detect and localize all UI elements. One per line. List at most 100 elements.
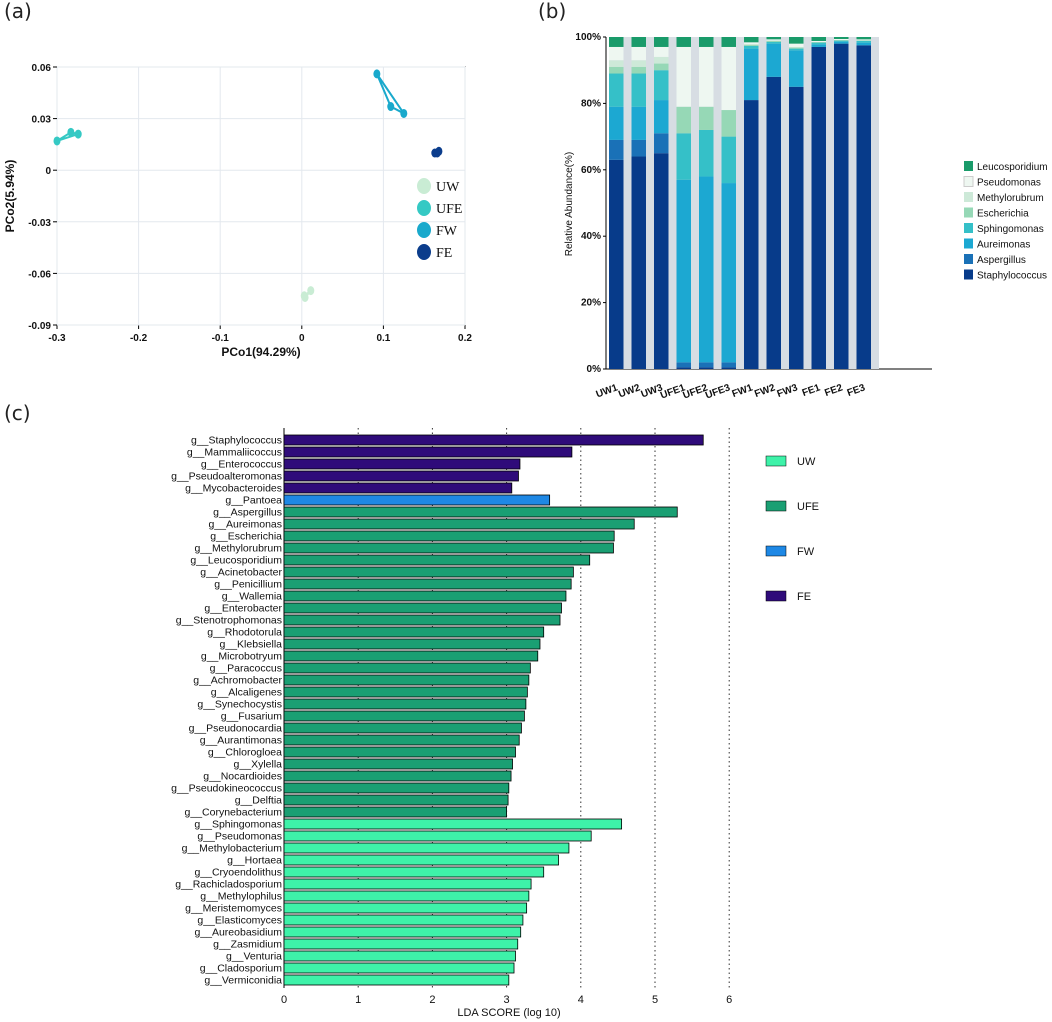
pcoa-y-tick-label: -0.03 xyxy=(28,218,51,229)
abundance-bar-sphingomonas xyxy=(699,129,714,177)
abundance-bar-aureimonas xyxy=(766,43,781,77)
abundance-bar-sphingomonas xyxy=(856,40,871,43)
abundance-bar-staphylococcus xyxy=(811,46,826,370)
lefse-genus-label: g__Methylobacterium xyxy=(182,843,283,855)
abundance-bar-aureimonas xyxy=(856,42,871,46)
abundance-bar-aspergillus xyxy=(609,139,624,160)
pcoa-legend-label-uw: UW xyxy=(436,180,460,195)
lefse-genus-label: g__Pantoea xyxy=(225,495,282,507)
abundance-bar-staphylococcus xyxy=(766,76,781,369)
lefse-x-tick-label: 6 xyxy=(726,994,732,1006)
lefse-bar xyxy=(283,554,591,566)
lefse-genus-label: g__Methylorubrum xyxy=(194,543,282,555)
pcoa-y-tick-label: 0 xyxy=(45,166,51,177)
abundance-bar-sphingomonas xyxy=(654,70,669,101)
pcoa-hull-ufe xyxy=(56,131,82,142)
abundance-bar-pseudomonas xyxy=(766,39,781,41)
abundance-bar-sphingomonas xyxy=(766,41,781,44)
panel-label-b: (b) xyxy=(538,0,566,23)
abundance-bar-pseudomonas xyxy=(609,46,624,61)
lefse-bar xyxy=(283,782,510,794)
lefse-x-tick-label: 4 xyxy=(578,994,584,1006)
lefse-genus-label: g__Rachicladosporium xyxy=(175,879,282,891)
lefse-genus-label: g__Nocardioides xyxy=(203,771,282,783)
abundance-bar-sphingomonas xyxy=(811,42,826,45)
abundance-legend-label-aureimonas: Aureimonas xyxy=(977,240,1030,251)
lefse-genus-label: g__Paracoccus xyxy=(210,663,282,675)
abundance-bar-aureimonas xyxy=(631,106,646,140)
lefse-genus-label: g__Zasmidium xyxy=(213,939,282,951)
lefse-legend-swatch-fw xyxy=(765,545,787,557)
abundance-legend-label-pseudomonas: Pseudomonas xyxy=(977,178,1041,189)
abundance-bar-leucosporidium xyxy=(789,37,804,44)
abundance-legend-swatch-aspergillus xyxy=(964,254,973,264)
abundance-bar-staphylococcus xyxy=(721,367,736,369)
abundance-legend-swatch-leucosporidium xyxy=(964,161,973,171)
abundance-bar-pseudomonas xyxy=(699,46,714,107)
lefse-bar xyxy=(283,734,520,746)
lefse-bar xyxy=(283,830,592,842)
abundance-bar-escherichia xyxy=(834,39,849,41)
abundance-x-tick-label: FW1 xyxy=(731,382,755,400)
lefse-x-tick-label: 3 xyxy=(504,994,510,1006)
pcoa-x-tick-label: 0.1 xyxy=(376,333,390,344)
abundance-bar-methylorubrum xyxy=(766,40,781,41)
lefse-bar xyxy=(283,638,541,650)
pcoa-point-fw xyxy=(373,69,381,79)
lefse-bar xyxy=(283,434,704,446)
abundance-y-title: Relative Abundance(%) xyxy=(564,152,575,257)
abundance-bar-sphingomonas xyxy=(721,136,736,184)
lefse-genus-label: g__Chlorogloea xyxy=(208,747,282,759)
lefse-bar xyxy=(283,542,614,554)
lefse-genus-label: g__Cladosporium xyxy=(200,963,283,975)
abundance-bar-sphingomonas xyxy=(631,73,646,107)
lefse-bar xyxy=(283,602,562,614)
abundance-bar-pseudomonas xyxy=(789,43,804,47)
lefse-bar xyxy=(283,866,545,878)
lefse-x-tick-label: 5 xyxy=(652,994,658,1006)
abundance-bar-pseudomonas xyxy=(811,40,826,42)
lefse-genus-label: g__Escherichia xyxy=(210,531,282,543)
pcoa-point-uw xyxy=(307,286,315,296)
abundance-bar-pseudomonas xyxy=(856,39,871,41)
abundance-bar-staphylococcus xyxy=(789,86,804,370)
abundance-bar-methylorubrum xyxy=(789,46,804,48)
lefse-bar xyxy=(283,530,615,542)
lefse-bar xyxy=(283,446,573,458)
abundance-y-tick-label: 100% xyxy=(575,32,601,43)
abundance-bar-methylorubrum xyxy=(744,43,759,45)
lefse-bar xyxy=(283,914,524,926)
lefse-bar xyxy=(283,842,570,854)
pcoa-point-ufe xyxy=(67,127,75,137)
lefse-legend-label-uw: UW xyxy=(797,456,816,468)
pcoa-x-tick-label: 0 xyxy=(299,333,305,344)
pcoa-point-fw xyxy=(400,108,408,118)
abundance-bar-leucosporidium xyxy=(856,37,871,40)
pcoa-x-tick-label: -0.3 xyxy=(48,333,66,344)
pcoa-point-fe xyxy=(433,148,441,158)
lefse-genus-label: g__Aureimonas xyxy=(208,519,282,531)
lefse-genus-label: g__Enterobacter xyxy=(204,603,282,615)
lefse-bar xyxy=(283,818,623,830)
abundance-bar-escherichia xyxy=(766,40,781,42)
abundance-legend-swatch-methylorubrum xyxy=(964,192,973,202)
abundance-bar-escherichia xyxy=(654,63,669,71)
lefse-genus-label: g__Pseudokineococcus xyxy=(171,783,282,795)
lefse-genus-label: g__Venturia xyxy=(226,951,282,963)
lefse-legend-label-fw: FW xyxy=(797,546,815,558)
lefse-bar xyxy=(283,746,516,758)
lefse-bar xyxy=(283,590,567,602)
abundance-y-tick-label: 40% xyxy=(581,231,601,242)
abundance-bar-staphylococcus xyxy=(654,153,669,369)
lefse-legend-label-fe: FE xyxy=(797,591,811,603)
abundance-bar-staphylococcus xyxy=(834,43,849,369)
abundance-bar-escherichia xyxy=(631,66,646,74)
pcoa-x-tick-label: -0.2 xyxy=(130,333,148,344)
lefse-bar xyxy=(283,710,525,722)
lefse-bar xyxy=(283,518,635,530)
abundance-bar-aureimonas xyxy=(699,176,714,363)
abundance-y-tick-label: 20% xyxy=(581,298,601,309)
lefse-genus-label: g__Wallemia xyxy=(222,591,282,603)
abundance-bar-leucosporidium xyxy=(699,37,714,47)
lefse-bar xyxy=(283,962,515,974)
